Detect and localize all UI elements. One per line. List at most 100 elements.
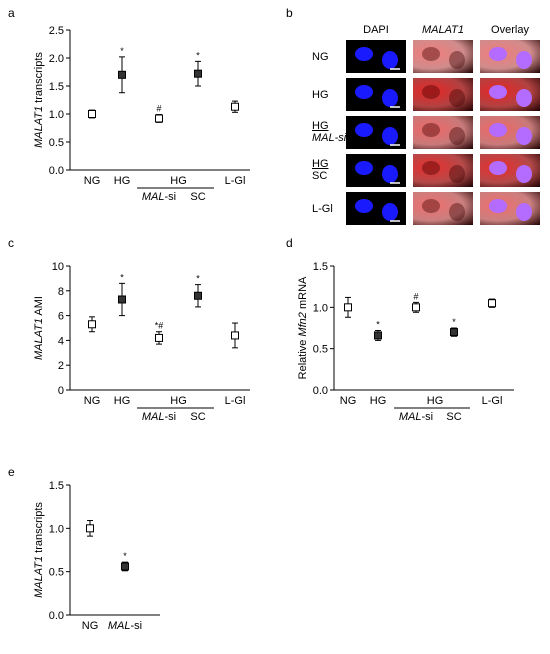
micrograph-image [480,192,540,225]
y-tick-label: 1.5 [49,81,64,93]
significance-mark: # [413,291,418,301]
y-tick-label: 0 [58,385,64,397]
cell-nuclei [489,123,532,145]
panel-letter-b: b [286,6,293,20]
data-point [155,114,163,123]
significance-mark: * [120,46,124,56]
cell-nuclei [489,85,532,107]
cell-nuclei [355,47,400,70]
micrograph-row-label: HG MAL-si [312,120,346,144]
data-point [88,320,96,329]
data-point [118,295,126,304]
y-tick-label: 2 [58,360,64,372]
y-tick-label: 0.0 [49,165,64,177]
data-point [374,331,382,340]
nucleus [489,47,507,61]
micrograph-column-header: Overlay [491,24,529,36]
x-group-label: SC [190,411,205,423]
significance-mark: * [196,274,200,284]
x-group-label: SC [446,411,461,423]
cell-nuclei [422,47,465,69]
data-point [118,70,126,79]
micrograph-image [346,40,406,73]
cell-nuclei [422,161,465,183]
nucleus-shadow [422,123,440,137]
cell-nuclei [355,123,400,146]
data-point [88,110,96,118]
chart-d: 0.0 0.5 1.0 1.5 Relative Mfn2 mRNA * # * NG HG HG L… [297,261,514,423]
nucleus-shadow [449,203,465,221]
significance-mark: * [376,319,380,329]
y-axis-label: Relative Mfn2 mRNA [297,276,309,379]
x-tick-label: HG [114,395,131,407]
micrograph-row-label: NG [312,51,329,63]
y-tick-label: 6 [58,311,64,323]
y-axis-label: MALAT1 transcripts [33,52,45,148]
nucleus [382,165,398,183]
x-group-label: MAL-si [399,411,433,423]
y-tick-label: 1.0 [49,109,64,121]
x-tick-label: L-Gl [225,175,246,187]
nucleus [382,89,398,107]
y-tick-label: 10 [52,261,64,273]
micrograph-row-label-sub: SC [312,170,328,182]
micrograph-row-label-top: HG [312,120,329,132]
cell-nuclei [355,85,400,108]
nucleus [516,51,532,69]
significance-mark: # [156,104,161,114]
micrograph-image [413,40,473,73]
chart-e: 0.0 0.5 1.0 1.5 MALAT1 transcripts * NG MAL-si [33,480,160,632]
data-point [231,331,239,340]
y-tick-label: 1.5 [49,480,64,492]
data-point [488,299,496,308]
significance-mark: * [196,50,200,60]
x-tick-label: HG [170,175,187,187]
cell-nuclei [489,47,532,69]
nucleus [355,161,373,175]
micrograph-column-header: DAPI [363,24,389,36]
y-tick-label: 8 [58,286,64,298]
cell-nuclei [422,199,465,221]
nucleus-shadow [422,47,440,61]
micrograph-image [346,192,406,225]
cell-nuclei [489,199,532,221]
cell-nuclei [422,123,465,145]
nucleus [489,161,507,175]
panel-letter-d: d [286,236,293,250]
y-tick-label: 0.5 [49,137,64,149]
x-group-label: MAL-si [142,191,176,203]
x-tick-label: HG [427,395,444,407]
micrograph-image [413,116,473,149]
nucleus [516,127,532,145]
nucleus [382,203,398,221]
y-tick-label: 2.0 [49,53,64,65]
nucleus [516,203,532,221]
micrograph-row-label: HG SC [312,158,329,182]
y-tick-label: 0.0 [313,385,328,397]
nucleus [489,123,507,137]
significance-mark: *# [155,321,164,331]
micrograph-image [346,78,406,111]
cell-nuclei [355,161,400,184]
nucleus [355,47,373,61]
data-point [231,102,239,111]
significance-mark: * [120,272,124,282]
nucleus [516,165,532,183]
nucleus [355,123,373,137]
y-tick-label: 4 [58,335,64,347]
cell-nuclei [422,85,465,107]
data-point [412,303,420,312]
micrograph-image [480,78,540,111]
nucleus [355,199,373,213]
micrograph-row-label: L-Gl [312,203,333,215]
nucleus [382,51,398,69]
y-tick-label: 1.0 [49,523,64,535]
significance-mark: * [452,317,456,327]
y-tick-label: 2.5 [49,25,64,37]
micrograph-image [413,78,473,111]
x-tick-label: NG [340,395,357,407]
chart-c: 0 2 4 6 8 10 MALAT1 AMI * *# * NG HG HG L-Gl MAL-si SC [33,261,250,423]
nucleus-shadow [449,51,465,69]
x-tick-label: HG [170,395,187,407]
micrograph-image [480,154,540,187]
